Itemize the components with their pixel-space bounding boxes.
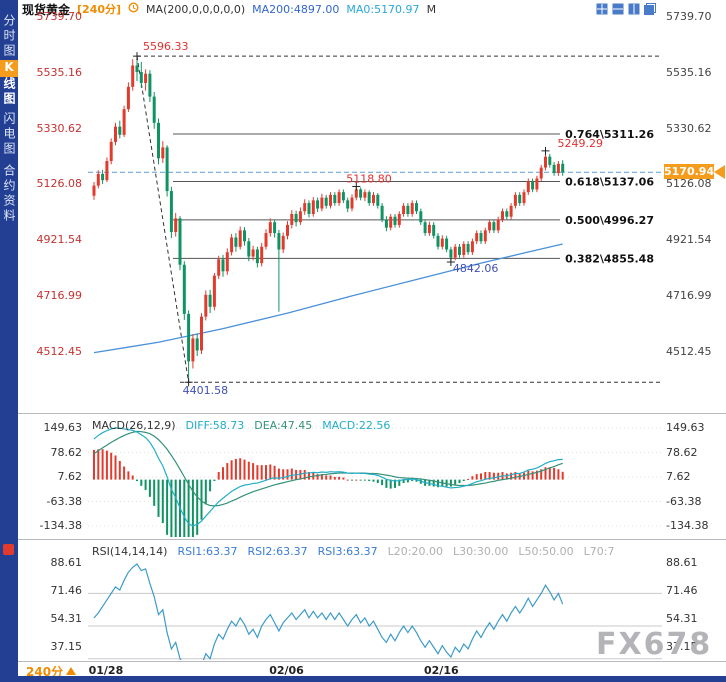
watermark: FX678: [596, 627, 713, 662]
macd-diff-value: DIFF:58.73: [185, 419, 245, 432]
axis-label: 37.15: [50, 640, 83, 653]
date-label: 02/16: [424, 664, 459, 677]
tile-grid-icon[interactable]: [596, 3, 608, 15]
axis-label: 5535.16: [36, 65, 83, 79]
axis-label: 54.31: [50, 612, 83, 625]
rsi2-value: RSI2:63.37: [247, 545, 308, 558]
macd-hist-value: MACD:22.56: [322, 419, 391, 432]
instrument-title: 现货黄金: [22, 2, 71, 17]
rsi-l50-value: L50:50.00: [518, 545, 574, 558]
panel-divider: [18, 539, 726, 540]
axis-label: 4716.99: [36, 289, 83, 303]
panel-divider: [18, 413, 726, 414]
sidebar-tab-timeshare[interactable]: 分时图: [2, 14, 16, 59]
axis-label: 4921.54: [36, 233, 83, 247]
svg-text:0.764\5311.26: 0.764\5311.26: [565, 128, 654, 141]
chart-header: 现货黄金 [240分] MA(200,0,0,0,0,0) MA200:4897…: [22, 2, 437, 17]
svg-text:0.500\4996.27: 0.500\4996.27: [565, 214, 654, 227]
axis-label: 149.63: [43, 421, 83, 434]
axis-label: 4716.99: [666, 289, 712, 303]
axis-label: -63.38: [46, 494, 82, 508]
ma200-value: MA200:4897.00: [252, 2, 340, 16]
svg-text:5118.80: 5118.80: [346, 172, 392, 185]
ma-truncated-value: M: [426, 2, 437, 16]
rsi-l30-value: L30:30.00: [453, 545, 509, 558]
rsi-params: RSI(14,14,14): [92, 545, 168, 558]
axis-label: 54.31: [666, 612, 698, 625]
axis-label: -134.38: [666, 519, 709, 532]
rsi-l20-value: L20:20.00: [387, 545, 443, 558]
svg-text:5249.29: 5249.29: [558, 137, 604, 150]
axis-label: 78.62: [666, 445, 698, 459]
axis-label: 88.61: [50, 556, 83, 569]
macd-header: MACD(26,12,9) DIFF:58.73 DEA:47.45 MACD:…: [92, 419, 390, 432]
svg-text:0.618\5137.06: 0.618\5137.06: [565, 175, 654, 188]
axis-label: 4921.54: [666, 233, 712, 247]
current-price-tag: 5170.94: [664, 164, 715, 179]
axis-label: 4512.45: [36, 344, 83, 358]
axis-label: 5330.62: [666, 121, 712, 135]
axis-label: 5535.16: [666, 65, 712, 79]
macd-panel-chart[interactable]: [88, 418, 662, 538]
ma0-value: MA0:5170.97: [346, 2, 420, 16]
macd-dea-value: DEA:47.45: [254, 419, 313, 432]
sidebar-tab-contract-info[interactable]: 合约资料: [2, 164, 16, 224]
indicator-icon[interactable]: [3, 544, 14, 555]
rsi3-value: RSI3:63.37: [317, 545, 378, 558]
axis-label: -134.38: [39, 519, 82, 532]
rsi-panel-chart[interactable]: [88, 542, 662, 660]
sidebar-tab-lightning[interactable]: 闪电图: [2, 112, 16, 157]
svg-text:0.382\4855.48: 0.382\4855.48: [565, 252, 654, 265]
sidebar-tab-kline[interactable]: K线图: [0, 60, 18, 107]
timeframe-arrow-icon[interactable]: [66, 667, 76, 675]
main-candlestick-chart[interactable]: 0.764\5311.26 0.618\5137.06 0.500\4996.27 0…: [88, 17, 662, 413]
cascade-windows-icon[interactable]: [644, 3, 656, 15]
axis-label: 7.62: [57, 470, 83, 483]
axis-label: 88.61: [666, 556, 698, 569]
sidebar: 分时图 K线图 闪电图 合约资料: [0, 0, 18, 682]
macd-params: MACD(26,12,9): [92, 419, 176, 432]
axis-label: 5330.62: [36, 121, 83, 135]
rsi-l70-value: L70:7: [583, 545, 615, 558]
right-axis-column: 5739.70 5535.16 5330.62 5126.08 4921.54 4716.…: [666, 0, 724, 682]
timeframe-label[interactable]: 240分: [26, 665, 64, 679]
clock-icon[interactable]: [128, 2, 139, 16]
window-controls: [596, 3, 656, 15]
axis-label: 5126.08: [36, 177, 83, 191]
panel-divider: [18, 661, 726, 662]
axis-label: 5126.08: [666, 177, 712, 191]
date-label: 01/28: [88, 664, 124, 677]
price-pointer-icon: [714, 165, 725, 179]
period-badge[interactable]: [240分]: [77, 3, 122, 16]
svg-text:4401.58: 4401.58: [183, 384, 229, 397]
ma-settings-label: MA(200,0,0,0,0,0): [146, 2, 246, 16]
axis-label: 7.62: [666, 470, 691, 483]
axis-label: 71.46: [50, 584, 83, 597]
svg-text:5596.33: 5596.33: [143, 40, 189, 53]
axis-label: 71.46: [666, 584, 698, 597]
axis-label: 78.62: [50, 445, 83, 459]
rsi-header: RSI(14,14,14) RSI1:63.37 RSI2:63.37 RSI3…: [92, 545, 615, 558]
split-horizontal-icon[interactable]: [612, 3, 624, 15]
svg-text:4842.06: 4842.06: [453, 262, 499, 275]
axis-label: 5739.70: [666, 10, 712, 23]
axis-label: 149.63: [666, 421, 705, 434]
rsi1-value: RSI1:63.37: [177, 545, 238, 558]
split-vertical-icon[interactable]: [628, 3, 640, 15]
axis-label: -63.38: [666, 494, 702, 508]
axis-label: 4512.45: [666, 344, 712, 358]
date-label: 02/06: [269, 664, 304, 677]
bottom-strip: [0, 676, 726, 682]
